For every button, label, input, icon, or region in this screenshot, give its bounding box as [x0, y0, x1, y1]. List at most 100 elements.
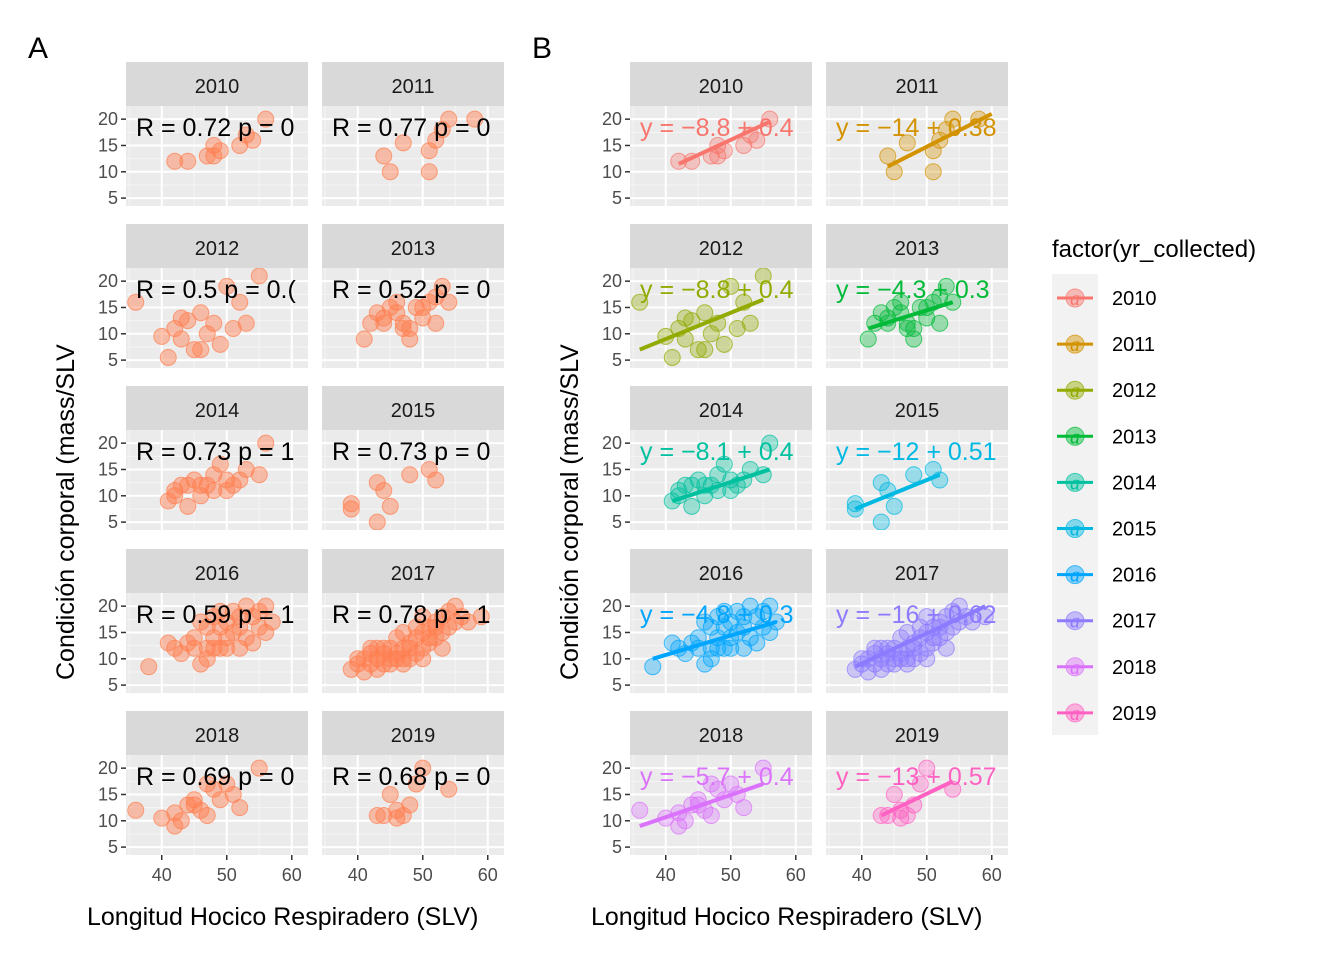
data-point [433, 639, 451, 657]
data-point [728, 320, 746, 338]
y-tick-label: 20 [602, 271, 622, 291]
correlation-annotation: R = 0.59 p = 1 [136, 601, 294, 629]
data-point [250, 759, 268, 777]
facet-points [166, 110, 275, 170]
plot-background [630, 755, 812, 855]
data-point [937, 277, 955, 295]
data-point [407, 298, 425, 316]
facet-b-2010: 2010 5 10 15 20 y = −8.8 + 0.4 [602, 62, 812, 208]
data-point [244, 131, 262, 149]
y-tick-label: 5 [612, 675, 622, 695]
facet-points [127, 268, 268, 366]
legend-text-key: a [1070, 657, 1080, 679]
facet-strip [322, 62, 504, 106]
regression-line [854, 472, 941, 511]
data-point [237, 314, 255, 332]
legend-text-key: a [1070, 565, 1080, 587]
data-point [427, 288, 445, 306]
regression-equation: y = −5.7 + 0.4 [640, 763, 794, 791]
plot-background [126, 755, 308, 855]
y-tick-label: 15 [602, 622, 622, 642]
regression-line [638, 297, 765, 352]
legend-entry-2012: a 2012 [1057, 380, 1157, 402]
x-tick-label: 60 [982, 865, 1002, 885]
data-point [427, 131, 445, 149]
facet-strip-label: 2019 [391, 725, 436, 747]
facet-annotation: y = −13 + 0.57 [836, 763, 997, 791]
data-point [198, 650, 216, 668]
facet-strip [630, 224, 812, 268]
data-point [905, 320, 923, 338]
data-point [472, 608, 490, 626]
plot-background [826, 430, 1008, 530]
legend-text-key: a [1070, 380, 1080, 402]
y-tick-label: 5 [108, 350, 118, 370]
facet-a-2018: 2018 5 10 15 20 40 50 60 R = 0.69 p = 0 [98, 711, 308, 885]
regression-equation: y = −12 + 0.51 [836, 438, 997, 466]
facet-annotation: y = −4.3 + 0.3 [836, 276, 990, 304]
legend-label: 2015 [1112, 519, 1157, 541]
data-point [394, 134, 412, 152]
plot-background [322, 755, 504, 855]
data-point [931, 471, 949, 489]
correlation-annotation: R = 0.78 p = 1 [332, 601, 490, 629]
data-point [683, 497, 701, 515]
data-point [205, 314, 223, 332]
correlation-annotation: R = 0.72 p = 0 [136, 114, 294, 142]
x-tick-label: 60 [478, 865, 498, 885]
facet-strip-label: 2017 [895, 563, 940, 585]
data-point [231, 799, 249, 817]
data-point [237, 597, 255, 615]
data-point [676, 476, 694, 494]
data-point [375, 807, 393, 825]
facet-strip [322, 549, 504, 593]
y-tick-label: 15 [98, 135, 118, 155]
data-point [205, 639, 223, 657]
y-tick-label: 15 [98, 622, 118, 642]
data-point [231, 471, 249, 489]
data-point [368, 660, 386, 678]
facet-strip [826, 386, 1008, 430]
data-point [218, 629, 236, 647]
plot-background [826, 268, 1008, 368]
data-point [433, 277, 451, 295]
facet-annotation: y = −8.8 + 0.4 [640, 276, 794, 304]
data-point [211, 639, 229, 657]
facet-b-2015: 2015 y = −12 + 0.51 [826, 386, 1008, 530]
data-point [401, 466, 419, 484]
data-point [250, 466, 268, 484]
legend-entries: a 2010 a 2011 a 2012 a 2013 a 2014 a 2015 a 2016 a 2017… [1057, 288, 1157, 725]
regression-equation: y = −16 + 0.62 [836, 601, 997, 629]
legend-entry-2015: a 2015 [1057, 519, 1157, 541]
data-point [192, 341, 210, 359]
y-tick-label: 10 [602, 162, 622, 182]
facet-strip-label: 2012 [699, 238, 744, 260]
data-point [127, 293, 145, 311]
facet-strip-label: 2015 [391, 400, 436, 422]
data-point [735, 799, 753, 817]
facet-points [368, 759, 458, 827]
data-point [179, 497, 197, 515]
y-tick-label: 20 [602, 109, 622, 129]
facet-b-2017: 2017 y = −16 + 0.62 [826, 549, 1008, 693]
data-point [198, 147, 216, 165]
facet-strip-label: 2014 [699, 400, 744, 422]
facet-strip [630, 62, 812, 106]
data-point [898, 320, 916, 338]
facet-a-2019: 2019 40 50 60 R = 0.68 p = 0 [322, 711, 504, 885]
data-point [702, 325, 720, 343]
facet-strip [826, 711, 1008, 755]
x-tick-label: 50 [721, 865, 741, 885]
data-point [446, 597, 464, 615]
x-tick-label: 60 [786, 865, 806, 885]
y-tick-label: 10 [602, 324, 622, 344]
regression-equation: y = −13 + 0.57 [836, 763, 997, 791]
data-point [885, 497, 903, 515]
facet-points [140, 597, 281, 676]
y-tick-label: 10 [98, 811, 118, 831]
data-point [231, 608, 249, 626]
y-tick-label: 15 [98, 297, 118, 317]
data-point [631, 801, 649, 819]
data-point [381, 163, 399, 181]
data-point [427, 314, 445, 332]
